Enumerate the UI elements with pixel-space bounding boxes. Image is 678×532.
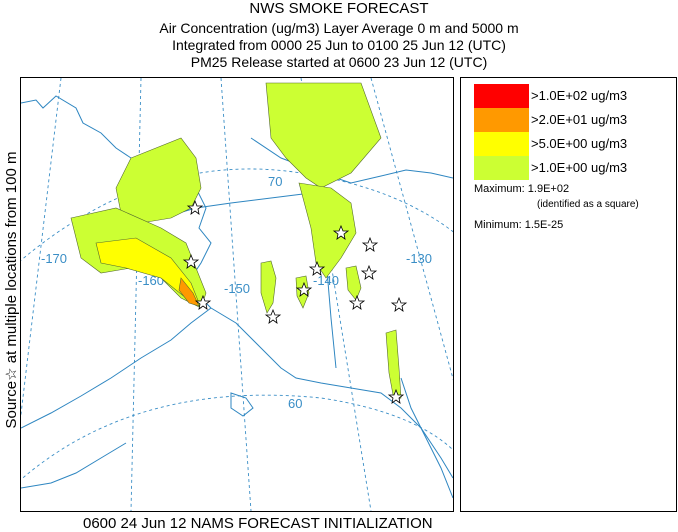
source-star-icon (194, 294, 212, 310)
lon-label-150: -150 (224, 281, 250, 296)
legend-swatch (474, 156, 529, 180)
legend-item: >1.0E+00 ug/m3 (474, 156, 674, 180)
southeast-panhandle (400, 377, 453, 499)
meridian-130 (370, 78, 453, 381)
concentration-legend: >1.0E+02 ug/m3 >2.0E+01 ug/m3 >5.0E+00 u… (460, 77, 677, 512)
lon-label-140: -140 (313, 273, 339, 288)
legend-label: >5.0E+00 ug/m3 (531, 136, 628, 151)
parallel-60 (21, 394, 453, 481)
lon-label-170: -170 (41, 251, 67, 266)
concentration-subtitle: Air Concentration (ug/m3) Layer Average … (159, 20, 519, 36)
source-star-icon (348, 294, 366, 310)
kodiak (230, 392, 254, 417)
integration-period: Integrated from 0000 25 Jun to 0100 25 J… (172, 37, 506, 53)
source-star-icon (186, 199, 204, 215)
plume-small-3 (345, 265, 362, 301)
source-star-icon (264, 308, 282, 324)
lat-label-70: 70 (268, 174, 282, 189)
source-label-text: Source☆ at multiple locations from 100 m (3, 151, 20, 429)
alaska-north-coast (250, 137, 453, 184)
source-star-icon (308, 260, 326, 276)
legend-label: >1.0E+00 ug/m3 (531, 160, 628, 175)
source-star-icon (361, 236, 379, 252)
plume-small-1 (260, 260, 277, 314)
plume-panhandle (385, 329, 402, 401)
legend-label: >2.0E+01 ug/m3 (531, 112, 628, 127)
meridian-170 (21, 78, 62, 418)
legend-label: >1.0E+02 ug/m3 (531, 88, 628, 103)
source-star-icon (332, 224, 350, 240)
source-markers (182, 199, 408, 404)
source-star-icon (387, 388, 405, 404)
gulf-of-alaska-coast (210, 307, 453, 479)
maximum-value: Maximum: 1.9E+02 (474, 183, 570, 195)
source-star-icon (295, 281, 313, 297)
plume-yukon-east (298, 182, 357, 279)
source-star-icon (360, 264, 378, 280)
source-star-icon (182, 253, 200, 269)
plume-central (115, 137, 202, 224)
map-canvas: -170 -160 -150 -140 -130 70 60 (21, 78, 453, 511)
meridian-160 (130, 78, 142, 511)
forecast-initialization: 0600 24 Jun 12 NAMS FORECAST INITIALIZAT… (83, 515, 433, 532)
legend-item: >1.0E+02 ug/m3 (474, 84, 674, 108)
coastlines (21, 95, 453, 499)
maximum-note: (identified as a square) (537, 199, 639, 210)
plume-north-arctic (265, 82, 382, 189)
legend-item: >2.0E+01 ug/m3 (474, 108, 674, 132)
release-start: PM25 Release started at 0600 23 Jun 12 (… (190, 54, 488, 70)
smoke-map: -170 -160 -150 -140 -130 70 60 (20, 77, 454, 512)
source-star-icon (390, 296, 408, 312)
meridian-150 (220, 78, 252, 511)
minimum-value: Minimum: 1.5E-25 (474, 219, 564, 231)
alaska-peninsula (21, 307, 212, 429)
lat-label-60: 60 (288, 396, 302, 411)
legend-swatch (474, 84, 529, 108)
aleutian-chain (21, 442, 127, 489)
plume-seward-core (178, 277, 200, 307)
chart-title: NWS SMOKE FORECAST (249, 0, 429, 17)
smoke-plumes (70, 82, 402, 401)
lon-label-130: -130 (406, 251, 432, 266)
legend-swatch (474, 132, 529, 156)
legend-item: >5.0E+00 ug/m3 (474, 132, 674, 156)
legend-swatch (474, 108, 529, 132)
